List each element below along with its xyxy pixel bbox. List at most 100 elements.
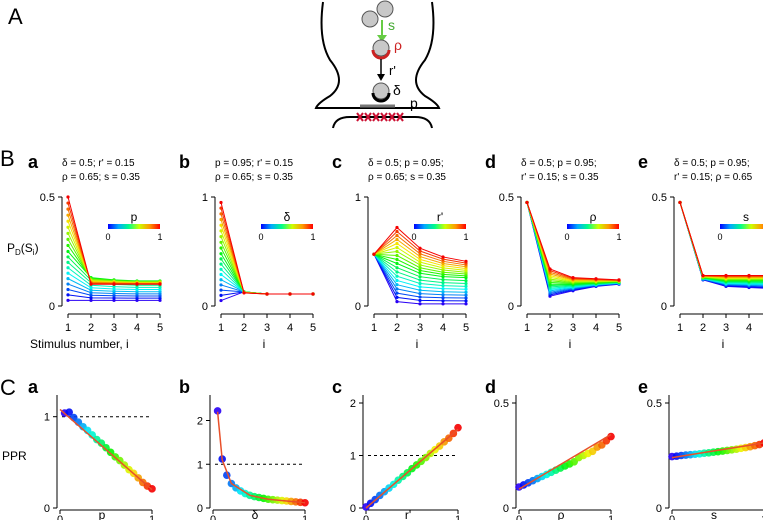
data-point (395, 261, 399, 266)
data-point (464, 290, 468, 294)
x-tick-label: 1 (677, 322, 683, 334)
subpanel-letter: b (179, 377, 190, 397)
y-axis-label: PD(Si) (7, 241, 39, 257)
data-point (66, 255, 70, 259)
y-tick-label: 0 (503, 503, 509, 515)
data-point (242, 291, 246, 295)
data-point (66, 287, 70, 292)
label-rho: ρ (394, 37, 402, 53)
chart-ba: a δ = 0.5; r' = 0.15 ρ = 0.65; s = 0.35 0 0.… (7, 152, 163, 351)
y-tick-label: 0 (49, 301, 55, 313)
legend-min: 0 (258, 232, 263, 242)
x-axis-label: p (99, 508, 106, 520)
chart-ce: e 0 0.5 0 1 s (638, 377, 763, 520)
y-tick-label: 0.5 (647, 398, 662, 410)
x-tick-label: 2 (700, 322, 706, 334)
data-point (678, 200, 682, 205)
y-tick-label: 0 (202, 301, 208, 313)
data-point (441, 290, 445, 294)
x-tick-label: 5 (616, 322, 622, 334)
x-tick-label: 0 (516, 514, 522, 520)
data-point (395, 257, 399, 262)
x-tick-label: 3 (570, 322, 576, 334)
x-tick-label: 1 (761, 514, 763, 520)
data-point (219, 229, 223, 233)
data-point (213, 407, 222, 415)
param-line-2: ρ = 0.65; s = 0.35 (62, 172, 140, 183)
subpanel-letter: b (179, 152, 190, 172)
data-point (66, 249, 70, 254)
data-point (525, 200, 529, 205)
data-point (66, 237, 70, 241)
data-point (66, 243, 70, 248)
param-line-1: δ = 0.5; r' = 0.15 (62, 158, 135, 169)
postsynaptic-receptors (356, 112, 404, 122)
data-point (418, 302, 422, 306)
fit-line (671, 442, 763, 459)
y-tick-label: 0.5 (652, 192, 667, 204)
x-tick-label: 3 (723, 322, 729, 334)
x-tick-label: 1 (302, 514, 308, 520)
data-point (135, 282, 139, 286)
vesicle-reserve-1 (361, 10, 379, 28)
x-tick-label: 3 (264, 322, 270, 334)
y-tick-label: 2 (350, 398, 356, 410)
data-point (464, 278, 468, 283)
data-point (66, 195, 70, 199)
data-point (112, 298, 116, 302)
x-axis-label: s (711, 508, 717, 520)
x-tick-label: 4 (134, 322, 140, 334)
x-axis-label: ρ (558, 508, 565, 520)
rho-ring (371, 49, 391, 60)
data-point (395, 287, 399, 291)
x-tick-label: 0 (57, 514, 63, 520)
subpanel-letter: a (28, 377, 39, 397)
param-line-1: p = 0.95; r' = 0.15 (215, 158, 294, 169)
x-axis-label: Stimulus number, i (30, 337, 129, 351)
legend-max: 1 (310, 232, 315, 242)
data-point (158, 282, 162, 286)
x-axis-label: i (569, 337, 572, 351)
data-point (219, 212, 223, 216)
label-delta: δ (393, 82, 401, 98)
fit-line (216, 411, 306, 504)
data-point (395, 300, 399, 304)
y-tick-label: 2 (197, 416, 203, 428)
data-point (66, 231, 70, 235)
legend-max: 1 (463, 232, 468, 242)
data-point (219, 246, 223, 250)
param-line-2: ρ = 0.65; s = 0.35 (368, 172, 446, 183)
y-tick-label: 1 (197, 459, 203, 471)
param-line-2: r' = 0.15; s = 0.35 (521, 172, 599, 183)
data-point (89, 288, 93, 292)
data-point (395, 266, 399, 270)
series-line (526, 202, 620, 281)
x-tick-label: 3 (417, 322, 423, 334)
data-point (66, 219, 70, 223)
data-point (219, 217, 223, 222)
x-tick-label: 2 (241, 322, 247, 334)
data-point (418, 266, 422, 270)
data-point (441, 299, 445, 303)
y-tick-label: 1 (350, 451, 356, 463)
data-point (464, 296, 468, 300)
data-point (219, 293, 223, 297)
label-p: p (410, 95, 418, 111)
legend-colorbar (261, 224, 313, 229)
legend-title: ρ (590, 210, 597, 224)
y-tick-label: 0 (350, 503, 356, 515)
data-point (418, 260, 422, 264)
legend-min: 0 (717, 232, 722, 242)
chart-cc: c 0 1 2 0 1 r' (332, 377, 462, 520)
x-tick-label: 5 (463, 322, 469, 334)
data-point (66, 260, 70, 264)
x-tick-label: 2 (547, 322, 553, 334)
y-tick-label: 0 (197, 503, 203, 515)
data-point (89, 293, 93, 297)
vesicle-primed (372, 39, 390, 57)
data-point (441, 281, 445, 285)
fit-line (518, 433, 612, 490)
legend-title: r' (437, 210, 443, 224)
data-point (112, 296, 116, 300)
param-line-1: δ = 0.5; p = 0.95; (521, 158, 597, 169)
